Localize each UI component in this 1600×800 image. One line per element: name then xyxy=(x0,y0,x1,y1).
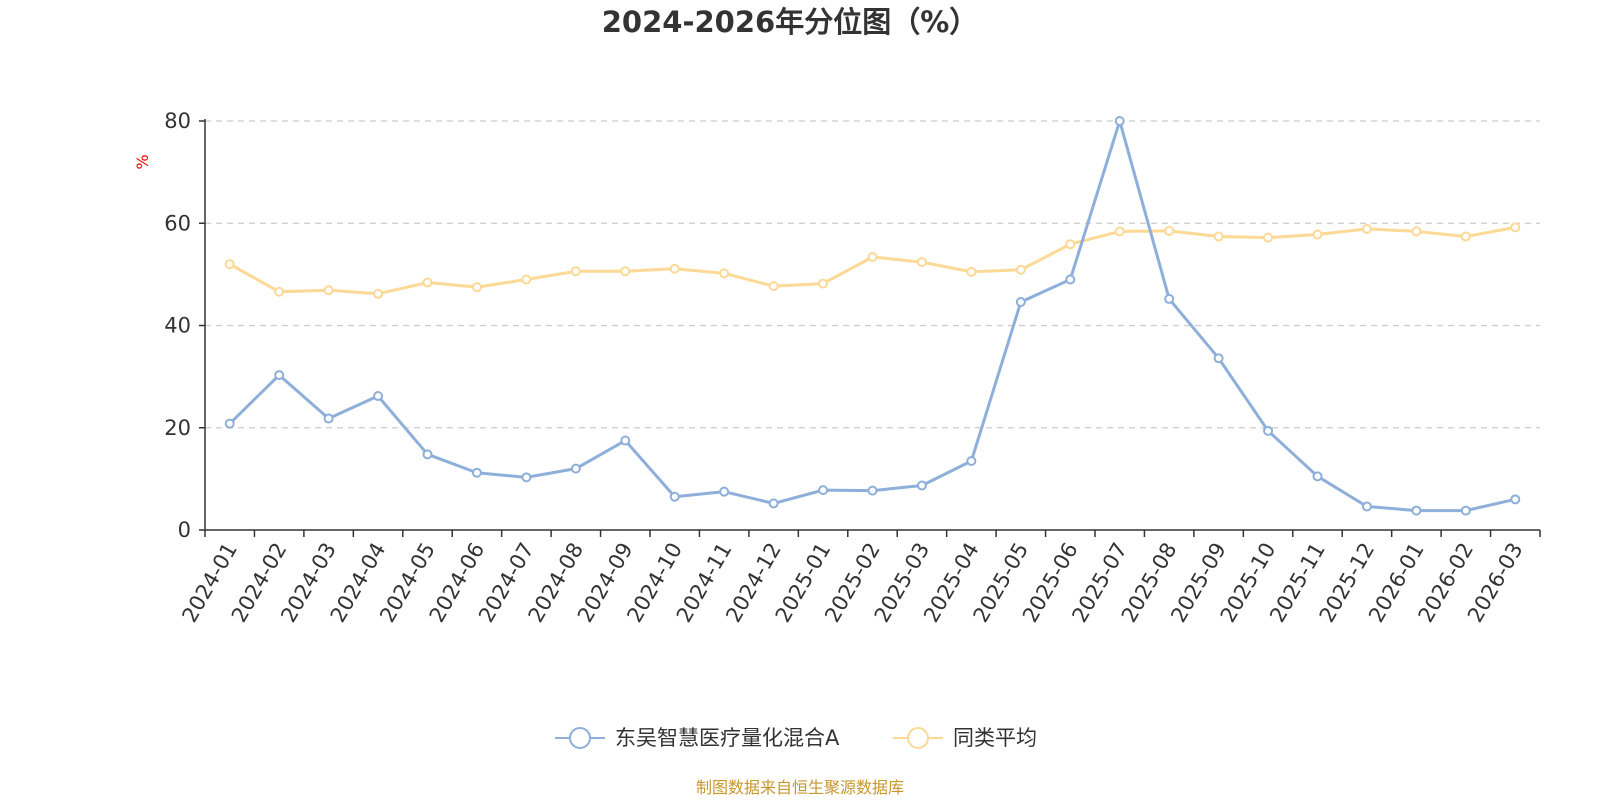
data-point xyxy=(620,435,631,446)
data-point xyxy=(570,463,581,474)
legend-item[interactable]: 东吴智慧医疗量化混合A xyxy=(555,726,840,750)
data-point xyxy=(719,486,730,497)
data-point xyxy=(669,263,680,274)
data-point xyxy=(916,480,927,491)
legend-marker-icon xyxy=(907,727,929,749)
y-tick-label: 60 xyxy=(164,211,191,235)
data-point xyxy=(1213,353,1224,364)
data-point xyxy=(1015,264,1026,275)
data-point xyxy=(422,277,433,288)
data-point xyxy=(1411,226,1422,237)
data-point xyxy=(570,266,581,277)
data-point xyxy=(867,485,878,496)
x-axis-ticks: 2024-012024-022024-032024-042024-052024-… xyxy=(177,530,1541,626)
data-point xyxy=(373,391,384,402)
legend-label: 东吴智慧医疗量化混合A xyxy=(615,726,840,750)
series xyxy=(224,116,1521,516)
data-point xyxy=(1361,501,1372,512)
data-point xyxy=(1114,226,1125,237)
data-point xyxy=(768,498,779,509)
series xyxy=(224,222,1521,299)
y-axis-unit: % xyxy=(133,154,152,169)
data-point xyxy=(768,281,779,292)
legend-label: 同类平均 xyxy=(953,726,1037,750)
data-point xyxy=(521,472,532,483)
data-point xyxy=(274,286,285,297)
data-point xyxy=(323,285,334,296)
data-point xyxy=(323,413,334,424)
data-point xyxy=(1164,225,1175,236)
data-point xyxy=(224,259,235,270)
data-point xyxy=(1213,231,1224,242)
data-point xyxy=(1015,296,1026,307)
data-point xyxy=(1361,223,1372,234)
y-tick-label: 20 xyxy=(164,416,191,440)
data-point xyxy=(1263,425,1274,436)
legend[interactable]: 东吴智慧医疗量化混合A 同类平均 xyxy=(555,726,1037,750)
y-axis-ticks: 0 20 40 60 80 xyxy=(164,109,205,542)
data-point xyxy=(818,485,829,496)
data-point xyxy=(1312,471,1323,482)
data-point xyxy=(966,266,977,277)
y-tick-label: 80 xyxy=(164,109,191,133)
data-point xyxy=(1460,505,1471,516)
data-point xyxy=(620,266,631,277)
data-point xyxy=(719,268,730,279)
y-tick-label: 0 xyxy=(178,518,191,542)
data-point xyxy=(966,455,977,466)
data-point xyxy=(471,282,482,293)
data-point xyxy=(224,418,235,429)
data-point xyxy=(1065,274,1076,285)
y-tick-label: 40 xyxy=(164,314,191,338)
legend-item[interactable]: 同类平均 xyxy=(893,726,1037,750)
series-group xyxy=(224,116,1521,516)
data-source-note: 制图数据来自恒生聚源数据库 xyxy=(696,778,904,797)
data-point xyxy=(818,278,829,289)
data-point xyxy=(1510,222,1521,233)
legend-marker-icon xyxy=(569,727,591,749)
axes xyxy=(204,119,1540,531)
data-point xyxy=(669,491,680,502)
gridlines xyxy=(205,120,1540,429)
data-point xyxy=(867,251,878,262)
data-point xyxy=(1312,229,1323,240)
data-point xyxy=(274,370,285,381)
data-point xyxy=(916,257,927,268)
data-point xyxy=(1263,232,1274,243)
data-point xyxy=(1065,239,1076,250)
data-point xyxy=(1411,505,1422,516)
data-point xyxy=(1164,293,1175,304)
data-point xyxy=(521,274,532,285)
data-point xyxy=(373,288,384,299)
data-point xyxy=(422,449,433,460)
chart-title: 2024-2026年分位图（%） xyxy=(602,5,979,39)
data-point xyxy=(1114,116,1125,126)
series-line xyxy=(228,119,1516,513)
data-point xyxy=(471,467,482,478)
data-point xyxy=(1460,231,1471,242)
data-point xyxy=(1510,494,1521,505)
